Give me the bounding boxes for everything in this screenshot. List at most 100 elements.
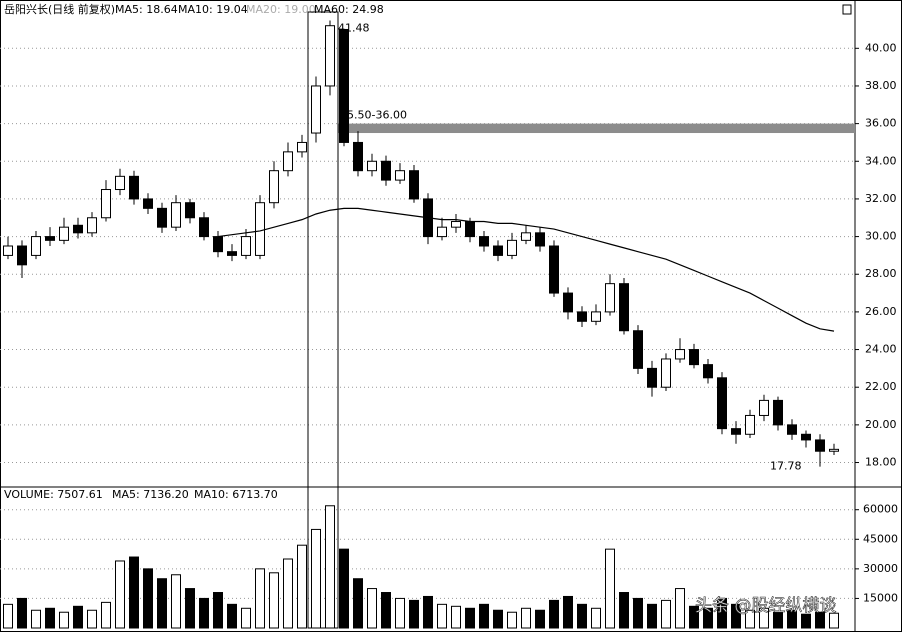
volume-bar bbox=[773, 611, 783, 629]
candle-body bbox=[437, 226, 447, 238]
volume-bar bbox=[339, 548, 349, 629]
candle-body bbox=[759, 399, 769, 416]
volume-bar bbox=[101, 601, 111, 629]
candle-body bbox=[255, 202, 265, 256]
candle-body bbox=[213, 236, 223, 253]
volume-bar bbox=[437, 603, 447, 629]
volume-bar bbox=[409, 599, 419, 629]
volume-bar bbox=[185, 588, 195, 629]
volume-bar bbox=[171, 574, 181, 629]
volume-bar bbox=[73, 605, 83, 629]
volume-bar bbox=[255, 568, 265, 629]
volume-bar bbox=[227, 603, 237, 629]
candle-body bbox=[241, 236, 251, 256]
candle-body bbox=[199, 217, 209, 238]
volume-bar bbox=[143, 568, 153, 629]
volume-bar bbox=[367, 588, 377, 629]
watermark: 头条 @股经纵横谈 bbox=[695, 596, 836, 616]
candle-body bbox=[101, 189, 111, 219]
candle-body bbox=[731, 428, 741, 435]
volume-bar bbox=[479, 603, 489, 629]
volume-bar bbox=[395, 597, 405, 629]
y-tick-label: 60000 bbox=[863, 503, 898, 516]
candle-body bbox=[563, 292, 573, 313]
candle-body bbox=[647, 367, 657, 388]
candle-body bbox=[829, 448, 839, 452]
indicator: MA10: 6713.70 bbox=[194, 488, 278, 501]
volume-bar bbox=[731, 603, 741, 629]
volume-bar bbox=[17, 597, 27, 629]
candle-body bbox=[815, 439, 825, 452]
y-tick-label: 38.00 bbox=[865, 79, 897, 92]
volume-bar bbox=[787, 609, 797, 629]
annotation: 41.48 bbox=[338, 21, 370, 34]
candle-body bbox=[283, 151, 293, 172]
candle-body bbox=[311, 85, 321, 134]
candle-body bbox=[129, 175, 139, 200]
y-tick-label: 32.00 bbox=[865, 192, 897, 205]
volume-bar bbox=[717, 597, 727, 629]
y-tick-label: 30.00 bbox=[865, 230, 897, 243]
indicator: MA60: 24.98 bbox=[314, 3, 384, 16]
candle-body bbox=[17, 245, 27, 266]
volume-bar bbox=[647, 603, 657, 629]
volume-bar bbox=[591, 607, 601, 629]
y-tick-label: 36.00 bbox=[865, 117, 897, 130]
candle-body bbox=[143, 198, 153, 209]
y-tick-label: 15000 bbox=[863, 591, 898, 604]
volume-bar bbox=[45, 607, 55, 629]
y-tick-label: 22.00 bbox=[865, 380, 897, 393]
volume-bar bbox=[745, 609, 755, 629]
candle-body bbox=[507, 239, 517, 256]
candle-body bbox=[521, 232, 531, 241]
candle-body bbox=[3, 245, 13, 256]
volume-bar bbox=[493, 609, 503, 629]
candle-body bbox=[493, 245, 503, 256]
volume-bar bbox=[381, 592, 391, 629]
candle-body bbox=[773, 399, 783, 426]
volume-bar bbox=[703, 607, 713, 629]
volume-bar bbox=[311, 528, 321, 629]
candle-body bbox=[367, 160, 377, 172]
volume-bar bbox=[535, 609, 545, 629]
volume-bar bbox=[689, 605, 699, 629]
volume-bar bbox=[31, 609, 41, 629]
candle-body bbox=[185, 202, 195, 219]
candle-body bbox=[381, 160, 391, 181]
panel-icon bbox=[842, 4, 852, 15]
candle-body bbox=[619, 283, 629, 332]
candle-body bbox=[465, 221, 475, 238]
candle-body bbox=[661, 358, 671, 388]
indicator: MA5: 18.64 bbox=[115, 3, 178, 16]
chart-title: 岳阳兴长(日线 前复权) bbox=[4, 2, 115, 16]
y-tick-label: 24.00 bbox=[865, 343, 897, 356]
volume-bar bbox=[325, 505, 335, 629]
volume-bar bbox=[549, 599, 559, 629]
candle-body bbox=[605, 283, 615, 313]
candle-body bbox=[59, 226, 69, 241]
candle-body bbox=[633, 330, 643, 369]
volume-bar bbox=[605, 548, 615, 629]
candle-body bbox=[31, 236, 41, 256]
volume-bar bbox=[423, 595, 433, 629]
candle-body bbox=[73, 224, 83, 234]
y-tick-label: 28.00 bbox=[865, 267, 897, 280]
y-tick-label: 18.00 bbox=[865, 456, 897, 469]
volume-bar bbox=[297, 544, 307, 629]
volume-bar bbox=[241, 607, 251, 629]
volume-bar bbox=[283, 558, 293, 629]
candle-body bbox=[45, 236, 55, 241]
candle-body bbox=[409, 170, 419, 200]
band-label: 35.50-36.00 bbox=[340, 109, 407, 122]
volume-title: VOLUME: 7507.61 bbox=[4, 488, 103, 501]
volume-bar bbox=[269, 572, 279, 629]
volume-bar bbox=[87, 609, 97, 629]
volume-bar bbox=[563, 595, 573, 629]
volume-bar bbox=[801, 613, 811, 629]
indicator: MA20: 19.00 bbox=[246, 3, 316, 16]
candle-body bbox=[675, 349, 685, 360]
candle-body bbox=[451, 221, 461, 228]
y-tick-label: 20.00 bbox=[865, 418, 897, 431]
